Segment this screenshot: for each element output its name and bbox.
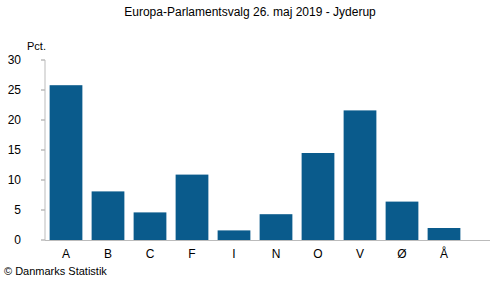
- x-tick-label: Ø: [397, 247, 406, 261]
- x-tick-label: C: [146, 247, 155, 261]
- bar: [302, 153, 335, 240]
- y-axis: [45, 60, 46, 240]
- bar: [50, 85, 83, 240]
- title: Europa-Parlamentsvalg 26. maj 2019 - Jyd…: [124, 5, 376, 19]
- x-tick-label: F: [188, 247, 195, 261]
- y-tick: [41, 180, 45, 181]
- x-tick-label: I: [232, 247, 235, 261]
- y-tick: [41, 90, 45, 91]
- y-tick: [41, 240, 45, 241]
- bar: [428, 228, 461, 240]
- y-tick-label: 25: [8, 83, 22, 97]
- bar: [176, 175, 209, 240]
- bar: [134, 212, 167, 240]
- y-tick-label: 20: [8, 113, 22, 127]
- x-axis: [45, 240, 490, 241]
- chart-svg: Europa-Parlamentsvalg 26. maj 2019 - Jyd…: [0, 0, 500, 282]
- bars: [50, 85, 461, 240]
- y-tick-label: 0: [14, 233, 21, 247]
- y-tick-label: 15: [8, 143, 22, 157]
- chart-container: Europa-Parlamentsvalg 26. maj 2019 - Jyd…: [0, 0, 500, 282]
- y-tick-label: 30: [8, 53, 22, 67]
- y-tick-label: 5: [14, 203, 21, 217]
- x-tick-label: Å: [440, 246, 448, 261]
- y-tick: [41, 60, 45, 61]
- bar: [260, 214, 293, 240]
- bar: [344, 110, 377, 240]
- y-tick: [41, 120, 45, 121]
- x-tick-label: N: [272, 247, 281, 261]
- bar: [386, 202, 419, 240]
- source: © Danmarks Statistik: [4, 265, 107, 277]
- x-tick-label: V: [356, 247, 364, 261]
- y-tick: [41, 150, 45, 151]
- y-tick-label: 10: [8, 173, 22, 187]
- bar: [92, 191, 125, 240]
- x-tick-label: A: [62, 247, 70, 261]
- x-tick-label: B: [104, 247, 112, 261]
- x-tick-label: O: [313, 247, 322, 261]
- bar: [218, 230, 251, 240]
- y-tick: [41, 210, 45, 211]
- y-axis-label: Pct.: [27, 40, 46, 52]
